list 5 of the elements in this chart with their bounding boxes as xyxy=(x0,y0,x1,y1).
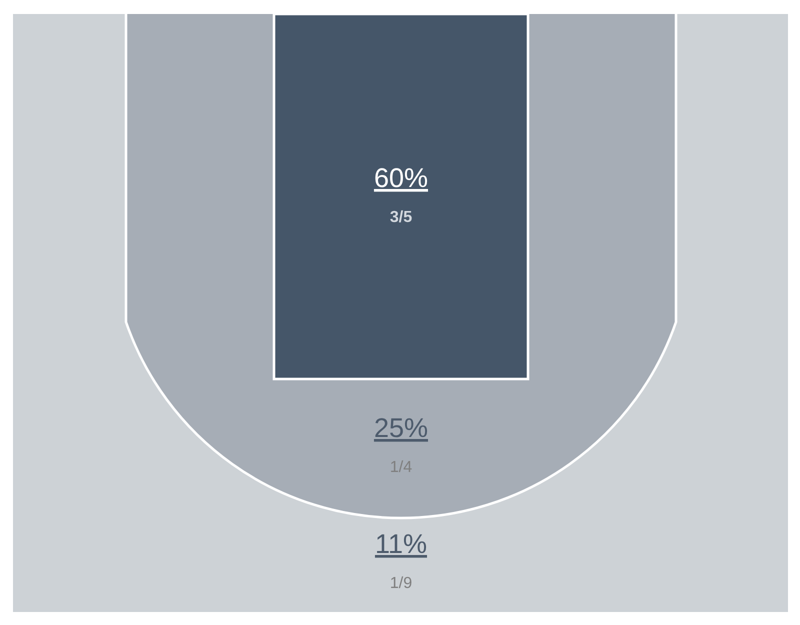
data-label: 11% xyxy=(374,529,428,559)
text: 1/9 xyxy=(390,575,412,592)
data-label: 60% xyxy=(374,163,428,193)
data-label: 25% xyxy=(374,413,428,443)
text: 3/5 xyxy=(390,209,412,226)
